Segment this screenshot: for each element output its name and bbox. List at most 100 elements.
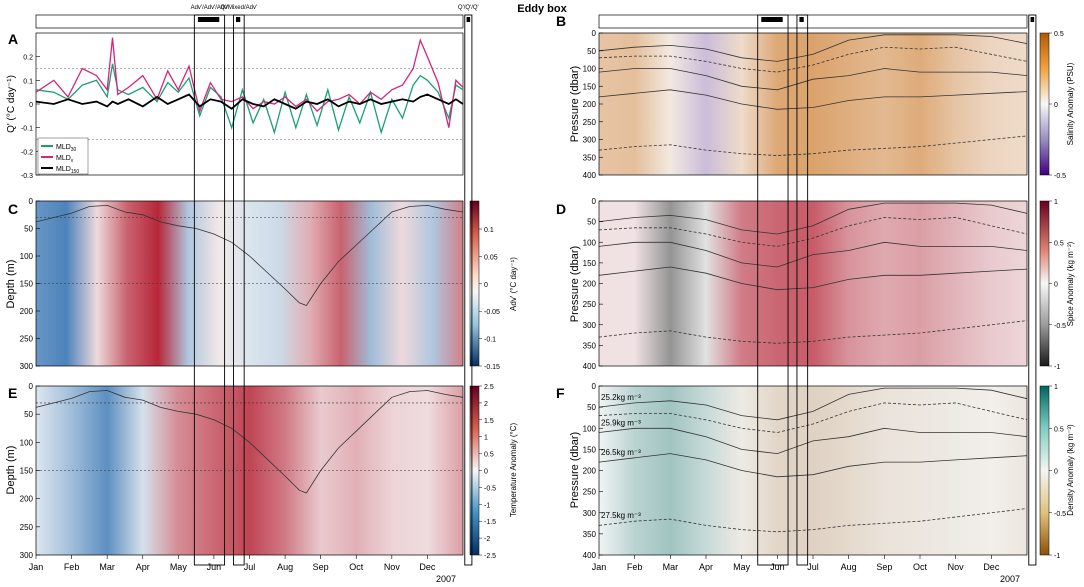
panel-c-reference-lines	[36, 217, 463, 284]
month-tick-label: Sep	[313, 562, 329, 572]
timeline-strip-left	[35, 14, 464, 29]
panel-b-ytick-label: 150	[583, 82, 597, 91]
panel-c: 0 50 100 150 200 250 300 Depth (m) 0.1 0.05 0 -0.…	[5, 197, 518, 371]
panel-d-ytick-label: 400	[583, 362, 597, 371]
panel-c-ylabel: Depth (m)	[5, 260, 17, 309]
panel-a-ylabel: Q' (°C day⁻¹)	[6, 75, 17, 133]
panel-d-heatmap	[599, 201, 1027, 366]
panel-e-cbtick-label: 1	[484, 435, 488, 442]
panel-f-ytick-label: 50	[587, 403, 596, 412]
panel-b-isopycnals	[598, 34, 1028, 156]
panel-f-isopycnal-line	[598, 453, 1028, 478]
panel-f-ytick-label: 350	[583, 530, 597, 539]
event-box-marker	[235, 17, 241, 22]
panel-d-colorbar-label: Spice Anomaly (kg m⁻³)	[1066, 241, 1075, 326]
event-label-q: Q'/Q'/Q'	[458, 5, 479, 11]
panel-f-ytick-label: 300	[583, 509, 597, 518]
panel-e-ytick-label: 150	[20, 467, 34, 476]
panel-f-ytick-label: 400	[583, 551, 597, 560]
event-box-outline	[1028, 14, 1037, 566]
panel-c-cbtick-label: -0.05	[484, 309, 500, 316]
panel-d-cbtick-label: 0.5	[1054, 240, 1064, 247]
panel-a-series-mldv	[35, 37, 464, 128]
month-tick-label: Feb	[627, 562, 643, 572]
panel-b-ylabel: Pressure (dbar)	[569, 66, 581, 142]
panel-f-ytick-label: 250	[583, 488, 597, 497]
legend-label-mldv: MLDv	[56, 155, 74, 164]
panel-f-isopycnal-line	[598, 402, 1028, 433]
panel-letter-a: A	[8, 31, 18, 47]
month-tick-label: Jul	[807, 562, 819, 572]
panel-c-ytick-label: 250	[20, 335, 34, 344]
panel-d-yticks: 0 50 100 150 200 250 300 350 400	[583, 197, 603, 371]
event-box-outline	[233, 14, 245, 566]
event-box-outline	[757, 14, 789, 566]
panel-d-cbtick-label: -1	[1054, 364, 1060, 371]
panel-f-isopycnal-line	[598, 508, 1028, 533]
panel-e-cbtick-label: -0.5	[484, 485, 496, 492]
panel-a-legend: MLD30 MLDv MLD150	[37, 137, 89, 175]
panel-b-ytick-label: 0	[592, 29, 597, 38]
panel-letter-e: E	[8, 385, 17, 401]
panel-f-isopycnal-line	[598, 427, 1028, 455]
panel-a-ytick-label: 0.2	[23, 55, 33, 62]
panel-c-yticks: 0 50 100 150 200 250 300	[20, 197, 40, 371]
panel-d-isopycnal-line	[598, 202, 1028, 235]
panel-d-ytick-label: 150	[583, 259, 597, 268]
panel-d-ytick-label: 200	[583, 280, 597, 289]
month-tick-label: Jun	[770, 562, 785, 572]
panel-d-isopycnals	[598, 202, 1028, 344]
panel-letter-b: B	[556, 13, 566, 29]
panel-a-ytick-label: -0.2	[21, 149, 33, 156]
event-box-marker	[1030, 17, 1035, 22]
panel-e-yticks: 0 50 100 150 200 250 300	[20, 382, 40, 560]
panel-e-month-ticks: Jan Feb Mar Apr May Jun Jul Aug Sep Oct Nov Dec	[29, 555, 436, 572]
panel-f-isopycnal-label: 27.5kg m⁻³	[601, 511, 641, 520]
panel-d-cbtick-label: 1	[1054, 199, 1058, 206]
panel-e-cbtick-label: -1.5	[484, 519, 496, 526]
month-tick-label: Mar	[99, 562, 115, 572]
panel-b-cbtick-label: 0.5	[1054, 31, 1064, 38]
panel-d-isopycnal-line	[598, 241, 1028, 268]
panel-letter-f: F	[556, 385, 565, 401]
panel-e-cbtick-label: 2.5	[484, 384, 494, 391]
panel-f: 25.2kg m⁻³ 25.9kg m⁻³ 26.5kg m⁻³ 27.5kg m⁻³…	[569, 382, 1075, 584]
month-tick-label: Sep	[876, 562, 892, 572]
panel-f-colorbar	[1039, 385, 1050, 556]
panel-f-colorbar-label: Density Anomaly (kg m⁻³)	[1066, 424, 1075, 516]
panel-e-reference-lines	[36, 402, 463, 471]
panel-a-series	[35, 37, 464, 135]
panel-e-ytick-label: 100	[20, 438, 34, 447]
panel-d-ytick-label: 350	[583, 341, 597, 350]
panel-f-ytick-label: 100	[583, 424, 597, 433]
panel-c-ytick-label: 200	[20, 307, 34, 316]
panel-e-year-label: 2007	[436, 574, 456, 584]
panel-d-cbtick-label: 0	[1054, 282, 1058, 289]
panel-f-isopycnal-label: 25.2kg m⁻³	[601, 393, 641, 402]
panel-b-ytick-label: 50	[587, 47, 596, 56]
figure-title: Eddy box	[517, 3, 567, 15]
event-label-adv: Adv'/Adv'/Adv'	[191, 5, 229, 11]
panel-e: 0 50 100 150 200 250 300 Depth (m) 2.5 2 1.5 1 0.5…	[5, 382, 518, 584]
panel-f-cbtick-label: 0	[1054, 469, 1058, 476]
panel-d-ytick-label: 100	[583, 238, 597, 247]
month-tick-label: Nov	[384, 562, 401, 572]
panel-d-ytick-label: 50	[587, 218, 596, 227]
panel-b-ytick-label: 200	[583, 100, 597, 109]
panel-e-cbtick-label: 2	[484, 401, 488, 408]
panel-e-cbtick-label: 0.5	[484, 452, 494, 459]
panel-e-ytick-label: 0	[29, 382, 34, 391]
month-tick-label: Jan	[29, 562, 44, 572]
panel-c-cbtick-label: -0.1	[484, 337, 496, 344]
event-box-outline	[464, 14, 473, 566]
month-tick-label: Jan	[592, 562, 607, 572]
panel-d-isopycnal-line	[598, 217, 1028, 247]
panel-c-colorbar-ticks: 0.1 0.05 0 -0.05 -0.1 -0.15	[479, 227, 500, 371]
panel-d-ylabel: Pressure (dbar)	[569, 246, 581, 322]
panel-c-ytick-label: 150	[20, 280, 34, 289]
event-box-marker	[197, 17, 220, 22]
panel-e-ylabel: Depth (m)	[5, 446, 17, 495]
panel-b: 0 50 100 150 200 250 300 350 400 Pressure (dbar)…	[569, 29, 1075, 180]
month-tick-label: Aug	[841, 562, 857, 572]
panel-letter-d: D	[556, 201, 566, 217]
